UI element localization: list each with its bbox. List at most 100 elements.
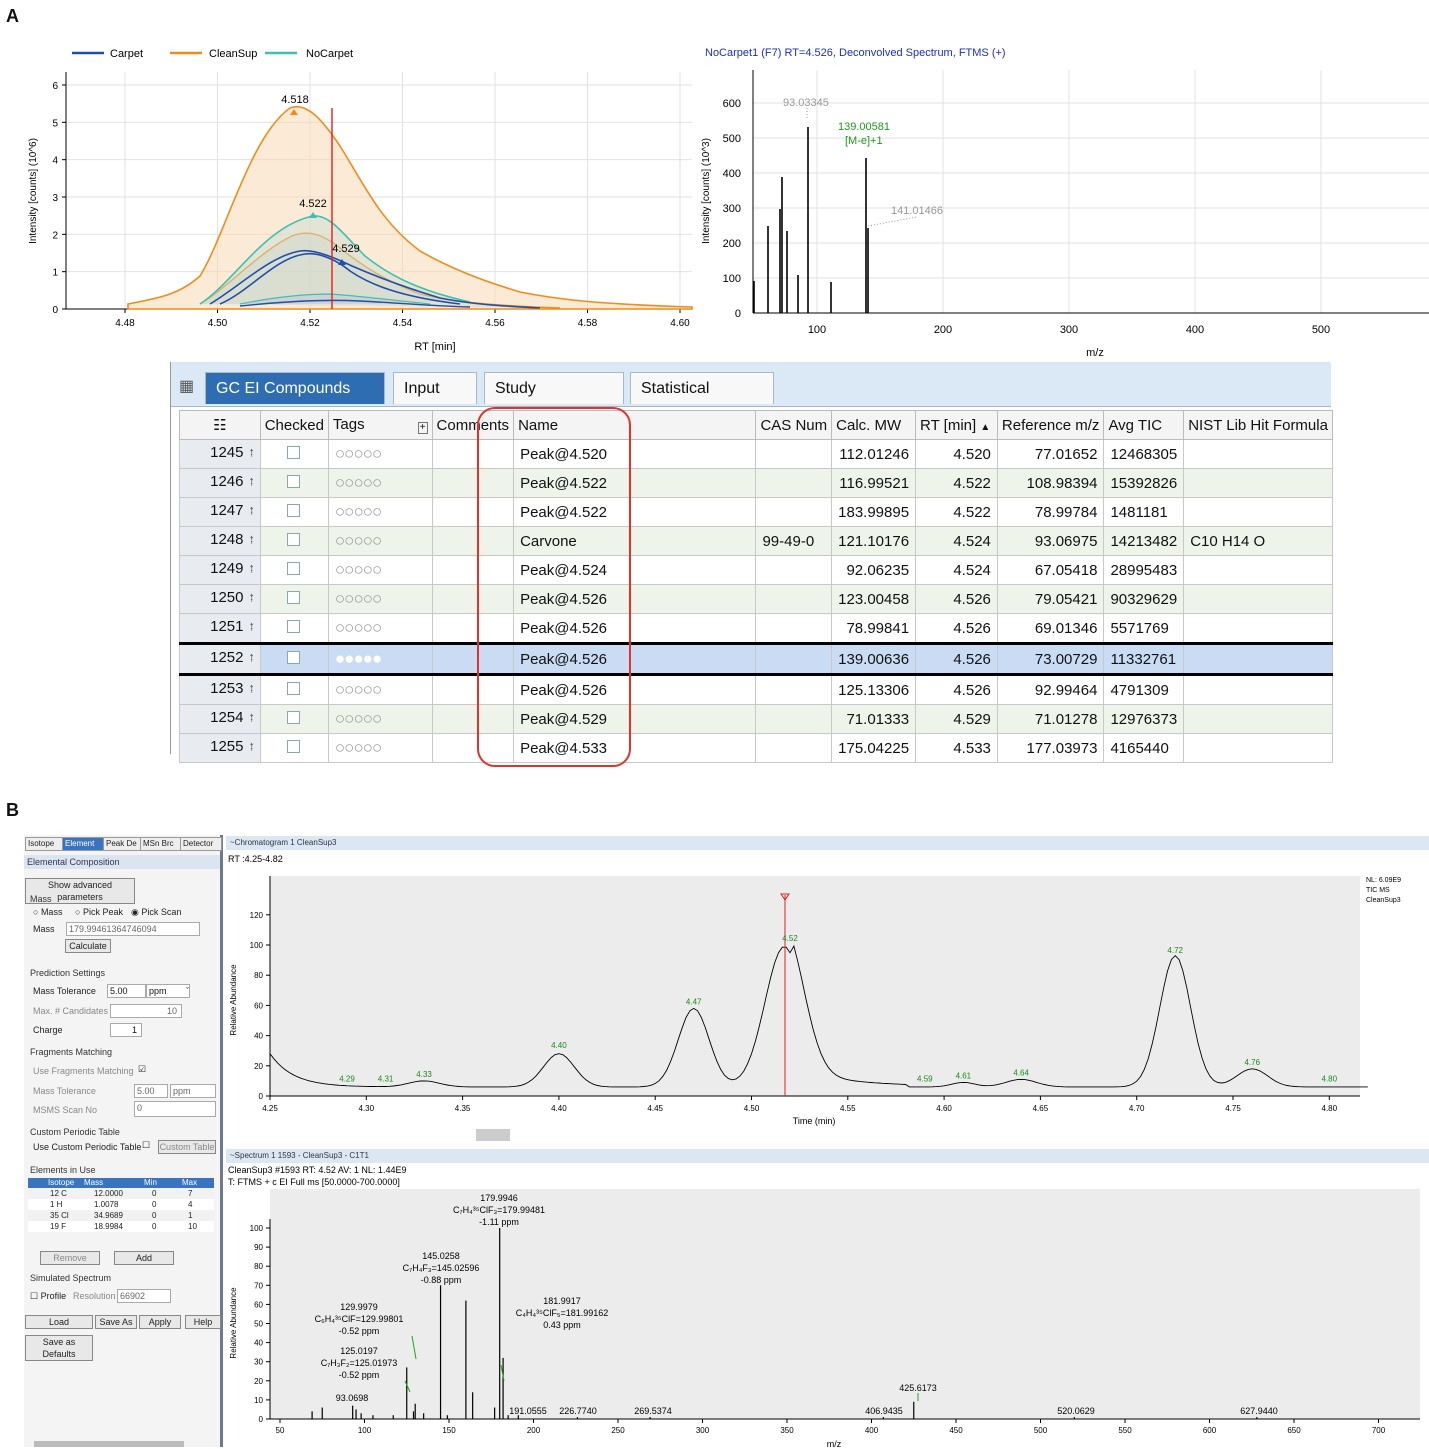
formula-cell[interactable]: C10 H14 O (1183, 526, 1333, 556)
row-checkbox[interactable] (286, 532, 300, 546)
table-row[interactable]: 1250 ⭫ ○○○○○ Peak@4.526 123.00458 4.526 79.054… (179, 584, 1333, 614)
table-row[interactable]: 1251 ⭫ ○○○○○ Peak@4.526 78.99841 4.526 69.0134… (179, 613, 1333, 644)
formula-cell[interactable] (1183, 439, 1333, 469)
apply-button[interactable]: Apply (139, 1315, 181, 1329)
name-cell[interactable]: Peak@4.522 (513, 497, 757, 527)
pin-icon[interactable]: ⭫ (249, 710, 254, 725)
row-checkbox[interactable] (286, 739, 300, 753)
col-rt[interactable]: RT [min] ▲ (915, 410, 998, 440)
row-checkbox[interactable] (286, 619, 300, 633)
tag-circles-icon[interactable]: ○○○○○ (334, 444, 382, 463)
table-row[interactable]: 1245 ⭫ ○○○○○ Peak@4.520 112.01246 4.520 77.016… (179, 439, 1333, 469)
comments-cell[interactable] (431, 642, 515, 676)
name-cell[interactable]: Peak@4.526 (513, 642, 757, 676)
table-row[interactable]: 1247 ⭫ ○○○○○ Peak@4.522 183.99895 4.522 78.997… (179, 497, 1333, 527)
avg-tic-cell[interactable]: 14213482 (1103, 526, 1185, 556)
tags-cell[interactable]: ○○○○○ (327, 733, 433, 763)
avg-tic-cell[interactable]: 11332761 (1103, 642, 1185, 676)
calc-mw-cell[interactable]: 121.10176 (831, 526, 917, 556)
element-row[interactable]: 12 C 12.0000 0 7 (28, 1188, 214, 1199)
col-comments[interactable]: Comments (431, 410, 515, 440)
row-number[interactable]: 1255 ⭫ (179, 733, 261, 763)
cas-cell[interactable]: 99-49-0 (755, 526, 833, 556)
rt-cell[interactable]: 4.526 (915, 674, 998, 705)
rt-cell[interactable]: 4.524 (915, 555, 998, 585)
tab-gc-ei-compounds[interactable]: GC EI Compounds (205, 372, 385, 428)
tab-study-information[interactable]: Study Information (484, 372, 624, 429)
formula-cell[interactable] (1183, 674, 1333, 705)
pin-icon[interactable]: ⭫ (249, 681, 254, 696)
rt-cell[interactable]: 4.522 (915, 468, 998, 498)
calc-mw-cell[interactable]: 139.00636 (831, 642, 917, 676)
mass-tolerance-input[interactable]: 5.00 (107, 984, 146, 998)
use-custom-checkbox[interactable]: ☐ (142, 1140, 151, 1150)
tag-circles-icon[interactable]: ○○○○○ (334, 531, 382, 550)
element-row[interactable]: 19 F 18.9984 0 10 (28, 1221, 214, 1232)
tags-cell[interactable]: ○○○○○ (327, 555, 433, 585)
msms-scan-input[interactable]: 0 (134, 1101, 216, 1117)
element-row[interactable]: 35 Cl 34.9689 0 1 (28, 1210, 214, 1221)
reference-mz-cell[interactable]: 67.05418 (996, 555, 1105, 585)
pin-icon[interactable]: ⭫ (249, 739, 254, 754)
chromatogram-scrollbar[interactable] (476, 1129, 510, 1141)
profile-checkbox[interactable]: ☐ Profile (30, 1291, 67, 1301)
col-name[interactable]: Name (513, 410, 757, 440)
comments-cell[interactable] (431, 555, 515, 585)
reference-mz-cell[interactable]: 177.03973 (996, 733, 1105, 763)
tags-cell[interactable]: ○○○○○ (327, 613, 433, 644)
custom-table-button[interactable]: Custom Table (158, 1140, 216, 1154)
rt-cell[interactable]: 4.520 (915, 439, 998, 469)
name-cell[interactable]: Peak@4.522 (513, 468, 757, 498)
rt-cell[interactable]: 4.526 (915, 642, 998, 676)
comments-cell[interactable] (431, 704, 515, 734)
tags-cell[interactable]: ○○○○○ (327, 674, 433, 705)
unit-select[interactable]: ppm ˇ (146, 984, 190, 998)
formula-cell[interactable] (1183, 555, 1333, 585)
tag-circles-icon[interactable]: ○○○○○ (334, 589, 382, 608)
tags-cell[interactable]: ●●●●● (327, 642, 433, 676)
col-tags[interactable]: Tags + (327, 410, 433, 440)
grid-icon[interactable]: ▦ (179, 378, 195, 395)
name-cell[interactable]: Peak@4.526 (513, 584, 757, 614)
calc-mw-cell[interactable]: 92.06235 (831, 555, 917, 585)
row-checkbox[interactable] (286, 503, 300, 517)
tag-circles-icon[interactable]: ○○○○○ (334, 560, 382, 579)
cas-cell[interactable] (755, 613, 833, 644)
col-avg-tic[interactable]: Avg TIC (1103, 410, 1185, 440)
row-checkbox[interactable] (286, 650, 300, 664)
calc-mw-cell[interactable]: 112.01246 (831, 439, 917, 469)
row-number[interactable]: 1246 ⭫ (179, 468, 261, 498)
table-row[interactable]: 1248 ⭫ ○○○○○ Carvone 99-49-0 121.10176 4.524 93… (179, 526, 1333, 556)
formula-cell[interactable] (1183, 733, 1333, 763)
rt-cell[interactable]: 4.524 (915, 526, 998, 556)
frag-tolerance-input[interactable]: 5.00 (134, 1084, 168, 1098)
row-checkbox[interactable] (286, 561, 300, 575)
cas-cell[interactable] (755, 584, 833, 614)
checked-cell[interactable] (259, 642, 329, 676)
comments-cell[interactable] (431, 439, 515, 469)
table-row[interactable]: 1254 ⭫ ○○○○○ Peak@4.529 71.01333 4.529 71.0127… (179, 704, 1333, 734)
save-defaults-button[interactable]: Save as Defaults (25, 1335, 93, 1361)
reference-mz-cell[interactable]: 71.01278 (996, 704, 1105, 734)
avg-tic-cell[interactable]: 12468305 (1103, 439, 1185, 469)
comments-cell[interactable] (431, 584, 515, 614)
checked-cell[interactable] (259, 468, 329, 498)
row-number[interactable]: 1247 ⭫ (179, 497, 261, 527)
radio-pick-scan[interactable]: ◉ Pick Scan (131, 907, 182, 917)
checked-cell[interactable] (259, 439, 329, 469)
tag-circles-icon[interactable]: ○○○○○ (334, 473, 382, 492)
pin-icon[interactable]: ⭫ (249, 445, 254, 460)
charge-input[interactable]: 1 (110, 1023, 142, 1037)
formula-cell[interactable] (1183, 584, 1333, 614)
radio-pick-peak[interactable]: ○ Pick Peak (75, 907, 123, 917)
tab-peak-de[interactable]: Peak De (103, 837, 141, 851)
rt-cell[interactable]: 4.522 (915, 497, 998, 527)
col-checked[interactable]: Checked (259, 410, 329, 440)
frag-unit-select[interactable]: ppm (170, 1084, 216, 1098)
expand-tags-icon[interactable]: + (417, 422, 428, 434)
table-row[interactable]: 1253 ⭫ ○○○○○ Peak@4.526 125.13306 4.526 92.994… (179, 674, 1333, 705)
tag-circles-icon[interactable]: ○○○○○ (334, 738, 382, 757)
calc-mw-cell[interactable]: 116.99521 (831, 468, 917, 498)
calc-mw-cell[interactable]: 183.99895 (831, 497, 917, 527)
rt-cell[interactable]: 4.529 (915, 704, 998, 734)
